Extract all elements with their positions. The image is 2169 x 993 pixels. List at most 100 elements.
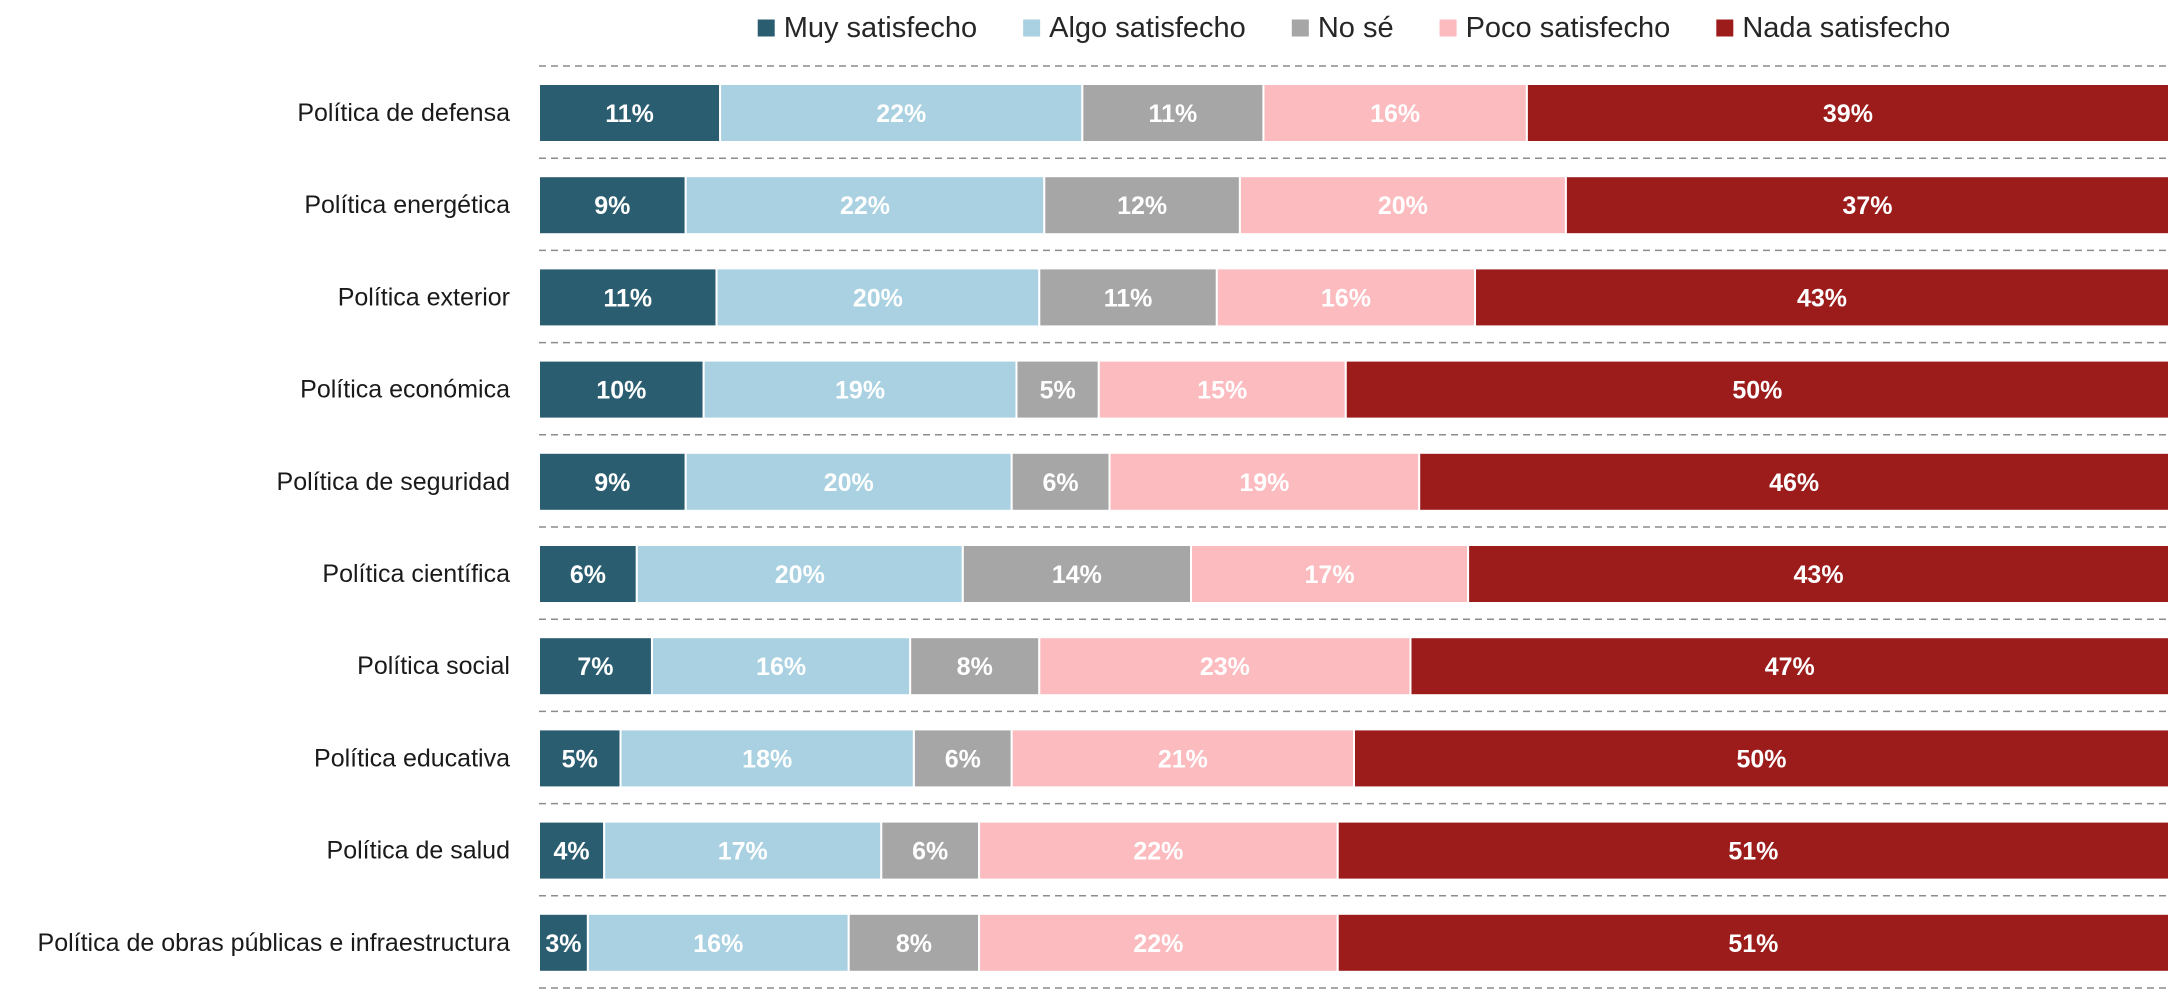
data-label: 22% <box>876 100 926 128</box>
data-label: 16% <box>693 930 743 958</box>
bar-segment <box>538 451 687 512</box>
bar-segment <box>1097 359 1347 420</box>
legend-label: No sé <box>1318 12 1394 44</box>
bar-segment <box>1467 544 2169 604</box>
data-label: 6% <box>912 838 948 866</box>
bar-segment <box>1108 451 1421 512</box>
data-label: 5% <box>1040 377 1076 405</box>
bar-segment <box>538 83 722 143</box>
bar-segment <box>1418 451 2169 512</box>
bar-segment <box>847 912 981 973</box>
data-label: 22% <box>1133 838 1183 866</box>
bar-segment <box>1015 359 1100 420</box>
data-label: 51% <box>1728 838 1778 866</box>
bar-segment <box>684 175 1046 236</box>
data-label: 46% <box>1769 469 1819 497</box>
bar-segment <box>619 728 915 789</box>
category-label: Política de defensa <box>297 99 510 127</box>
data-label: 17% <box>1305 561 1355 589</box>
bar-segment <box>715 267 1041 328</box>
bar-segment <box>538 820 606 881</box>
category-label: Política de seguridad <box>277 468 510 496</box>
bar-segment <box>1564 175 2169 236</box>
category-label: Política exterior <box>338 283 510 311</box>
bar-segment <box>1010 728 1355 789</box>
data-label: 11% <box>1104 284 1153 312</box>
bar-segment <box>1010 451 1111 512</box>
bar-segment <box>1474 267 2169 328</box>
bar-segment <box>719 83 1084 143</box>
data-label: 16% <box>1370 100 1420 128</box>
bar-segment <box>1525 83 2169 143</box>
category-label: Política económica <box>300 376 510 404</box>
data-label: 50% <box>1736 745 1786 773</box>
data-label: 12% <box>1117 192 1167 220</box>
bar-segment <box>909 636 1041 697</box>
bar-segment <box>702 359 1018 420</box>
bar-segment <box>912 728 1013 789</box>
data-label: 11% <box>605 100 654 128</box>
legend-swatch <box>1023 19 1041 37</box>
data-label: 47% <box>1765 653 1815 681</box>
bar-segment <box>1081 83 1265 143</box>
data-label: 7% <box>577 653 613 681</box>
bar-segment <box>635 544 964 604</box>
data-label: 19% <box>835 377 885 405</box>
category-label: Política de obras públicas e infraestruc… <box>38 929 511 957</box>
data-label: 8% <box>896 930 932 958</box>
data-label: 6% <box>570 561 606 589</box>
data-label: 43% <box>1794 561 1844 589</box>
bar-segment <box>1353 728 2169 789</box>
data-label: 20% <box>1378 192 1428 220</box>
legend-swatch <box>1291 19 1309 37</box>
bar-segment <box>650 636 912 697</box>
legend-swatch <box>1439 19 1457 37</box>
bar-segment <box>1038 636 1412 697</box>
data-label: 22% <box>840 192 890 220</box>
data-label: 4% <box>554 838 590 866</box>
legend-label: Nada satisfecho <box>1742 12 1950 44</box>
bar-segment <box>538 267 718 328</box>
category-label: Política energética <box>304 191 510 219</box>
category-label: Política de salud <box>327 837 510 865</box>
bar-segment <box>1043 175 1241 236</box>
data-label: 37% <box>1842 192 1892 220</box>
bar-segment <box>684 451 1013 512</box>
bar-segment <box>538 359 705 420</box>
data-label: 6% <box>945 745 981 773</box>
bar-segment <box>978 820 1339 881</box>
data-label: 43% <box>1797 284 1847 312</box>
legend-label: Muy satisfecho <box>784 12 977 44</box>
data-label: 9% <box>594 192 630 220</box>
data-label: 8% <box>957 653 993 681</box>
bar-segment <box>1344 359 2169 420</box>
data-label: 17% <box>718 838 768 866</box>
category-label: Política educativa <box>314 744 510 772</box>
bar-segment <box>1190 544 1470 604</box>
data-label: 16% <box>756 653 806 681</box>
bar-segment <box>1336 912 2169 973</box>
bar-segment <box>1238 175 1567 236</box>
data-label: 22% <box>1133 930 1183 958</box>
bar-segment <box>1336 820 2169 881</box>
category-label: Política científica <box>322 560 510 588</box>
data-label: 18% <box>742 745 792 773</box>
data-label: 20% <box>824 469 874 497</box>
bar-segment <box>1038 267 1218 328</box>
bar-segment <box>538 175 687 236</box>
data-label: 11% <box>1149 100 1198 128</box>
legend-swatch <box>1716 19 1734 37</box>
data-label: 5% <box>562 745 598 773</box>
data-label: 20% <box>775 561 825 589</box>
data-label: 15% <box>1197 377 1247 405</box>
legend-label: Poco satisfecho <box>1466 12 1671 44</box>
data-label: 51% <box>1728 930 1778 958</box>
bar-segment <box>538 636 653 697</box>
data-label: 16% <box>1321 284 1371 312</box>
data-label: 3% <box>545 930 581 958</box>
legend-label: Algo satisfecho <box>1049 12 1246 44</box>
bar-segment <box>1215 267 1477 328</box>
data-label: 10% <box>596 377 646 405</box>
